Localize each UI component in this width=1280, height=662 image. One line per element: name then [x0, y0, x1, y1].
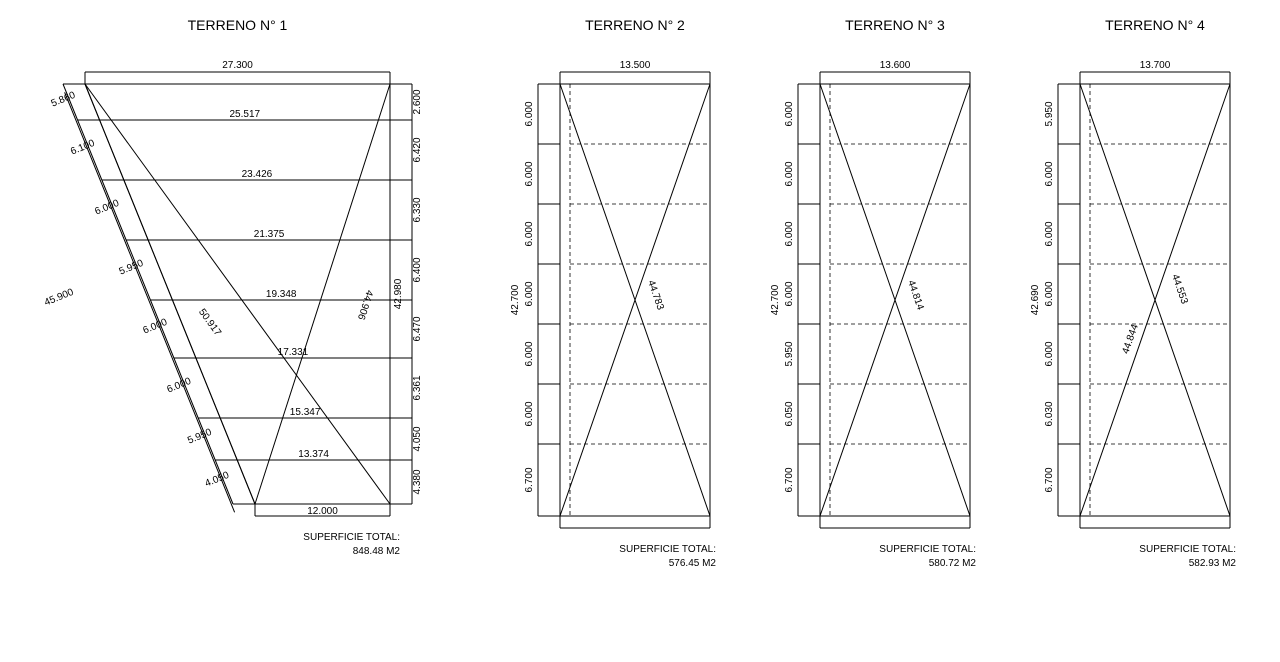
svg-text:6.420: 6.420 — [412, 137, 423, 162]
svg-text:6.000: 6.000 — [784, 101, 795, 126]
svg-text:5.950: 5.950 — [118, 258, 146, 278]
svg-text:TERRENO N° 2: TERRENO N° 2 — [585, 17, 685, 33]
svg-text:15.347: 15.347 — [290, 407, 321, 418]
svg-text:4.380: 4.380 — [412, 469, 423, 494]
svg-text:50.917: 50.917 — [196, 307, 223, 339]
svg-text:4.050: 4.050 — [203, 470, 231, 490]
svg-text:6.000: 6.000 — [93, 198, 121, 218]
svg-text:6.330: 6.330 — [412, 197, 423, 222]
svg-text:TERRENO N° 4: TERRENO N° 4 — [1105, 17, 1205, 33]
svg-text:SUPERFICIE TOTAL:: SUPERFICIE TOTAL: — [879, 544, 976, 555]
svg-text:6.000: 6.000 — [524, 161, 535, 186]
svg-text:6.000: 6.000 — [524, 281, 535, 306]
svg-text:6.470: 6.470 — [412, 316, 423, 341]
svg-text:13.374: 13.374 — [298, 449, 329, 460]
svg-text:42.980: 42.980 — [393, 278, 404, 309]
svg-text:44.814: 44.814 — [905, 279, 926, 312]
svg-text:5.860: 5.860 — [50, 90, 78, 110]
svg-text:6.000: 6.000 — [1044, 221, 1055, 246]
svg-text:576.45 M2: 576.45 M2 — [669, 558, 717, 569]
survey-diagram: TERRENO N° 1 27.300 2.600 6.420 6.330 6.400 6.… — [0, 0, 1280, 662]
svg-text:4.050: 4.050 — [412, 426, 423, 451]
svg-text:13.500: 13.500 — [620, 60, 651, 71]
svg-text:6.050: 6.050 — [784, 401, 795, 426]
svg-text:SUPERFICIE TOTAL:: SUPERFICIE TOTAL: — [303, 532, 400, 543]
svg-text:21.375: 21.375 — [254, 229, 285, 240]
svg-text:6.100: 6.100 — [69, 138, 97, 158]
svg-text:5.950: 5.950 — [1044, 101, 1055, 126]
svg-text:13.700: 13.700 — [1140, 60, 1171, 71]
svg-text:5.950: 5.950 — [186, 427, 214, 447]
svg-text:45.900: 45.900 — [43, 287, 76, 309]
svg-text:12.000: 12.000 — [307, 506, 338, 517]
svg-text:6.000: 6.000 — [165, 376, 193, 396]
svg-text:25.517: 25.517 — [229, 109, 260, 120]
svg-text:6.000: 6.000 — [784, 281, 795, 306]
svg-text:42.700: 42.700 — [510, 284, 521, 315]
svg-text:6.700: 6.700 — [784, 467, 795, 492]
svg-text:6.000: 6.000 — [524, 341, 535, 366]
svg-text:SUPERFICIE TOTAL:: SUPERFICIE TOTAL: — [619, 544, 716, 555]
svg-text:27.300: 27.300 — [222, 60, 253, 71]
svg-text:6.000: 6.000 — [524, 101, 535, 126]
svg-text:6.000: 6.000 — [784, 161, 795, 186]
svg-text:582.93 M2: 582.93 M2 — [1189, 558, 1237, 569]
svg-text:6.700: 6.700 — [524, 467, 535, 492]
svg-text:2.600: 2.600 — [412, 89, 423, 114]
svg-text:580.72 M2: 580.72 M2 — [929, 558, 977, 569]
svg-text:23.426: 23.426 — [242, 169, 273, 180]
svg-text:848.48 M2: 848.48 M2 — [353, 546, 401, 557]
svg-text:6.000: 6.000 — [1044, 341, 1055, 366]
svg-text:5.950: 5.950 — [784, 341, 795, 366]
svg-text:6.700: 6.700 — [1044, 467, 1055, 492]
svg-text:44.783: 44.783 — [645, 279, 666, 312]
svg-text:6.361: 6.361 — [412, 375, 423, 400]
svg-text:6.030: 6.030 — [1044, 401, 1055, 426]
svg-text:6.000: 6.000 — [1044, 161, 1055, 186]
svg-text:6.000: 6.000 — [524, 401, 535, 426]
svg-text:42.690: 42.690 — [1030, 284, 1041, 315]
svg-text:19.348: 19.348 — [266, 289, 297, 300]
svg-text:6.400: 6.400 — [412, 257, 423, 282]
svg-text:44.906: 44.906 — [355, 289, 375, 322]
svg-text:13.600: 13.600 — [880, 60, 911, 71]
svg-text:TERRENO N° 1: TERRENO N° 1 — [188, 17, 288, 33]
svg-text:SUPERFICIE TOTAL:: SUPERFICIE TOTAL: — [1139, 544, 1236, 555]
svg-text:6.000: 6.000 — [142, 317, 170, 337]
svg-text:6.000: 6.000 — [524, 221, 535, 246]
svg-text:6.000: 6.000 — [784, 221, 795, 246]
svg-text:42.700: 42.700 — [770, 284, 781, 315]
svg-text:6.000: 6.000 — [1044, 281, 1055, 306]
svg-text:TERRENO N° 3: TERRENO N° 3 — [845, 17, 945, 33]
svg-text:44.553: 44.553 — [1169, 273, 1190, 306]
